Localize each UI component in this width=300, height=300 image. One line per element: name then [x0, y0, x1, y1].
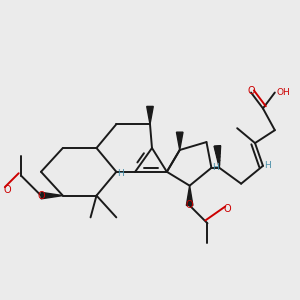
Polygon shape [214, 146, 220, 168]
Text: H: H [264, 161, 271, 170]
Text: O: O [37, 190, 45, 201]
Text: OH: OH [276, 88, 290, 97]
Text: H: H [212, 163, 219, 172]
Text: O: O [186, 200, 194, 211]
Polygon shape [176, 132, 183, 150]
Text: H: H [117, 169, 124, 178]
Text: O: O [247, 86, 255, 96]
Text: O: O [4, 184, 11, 195]
Polygon shape [147, 106, 153, 124]
Polygon shape [41, 192, 63, 199]
Text: O: O [224, 204, 231, 214]
Polygon shape [186, 186, 193, 206]
